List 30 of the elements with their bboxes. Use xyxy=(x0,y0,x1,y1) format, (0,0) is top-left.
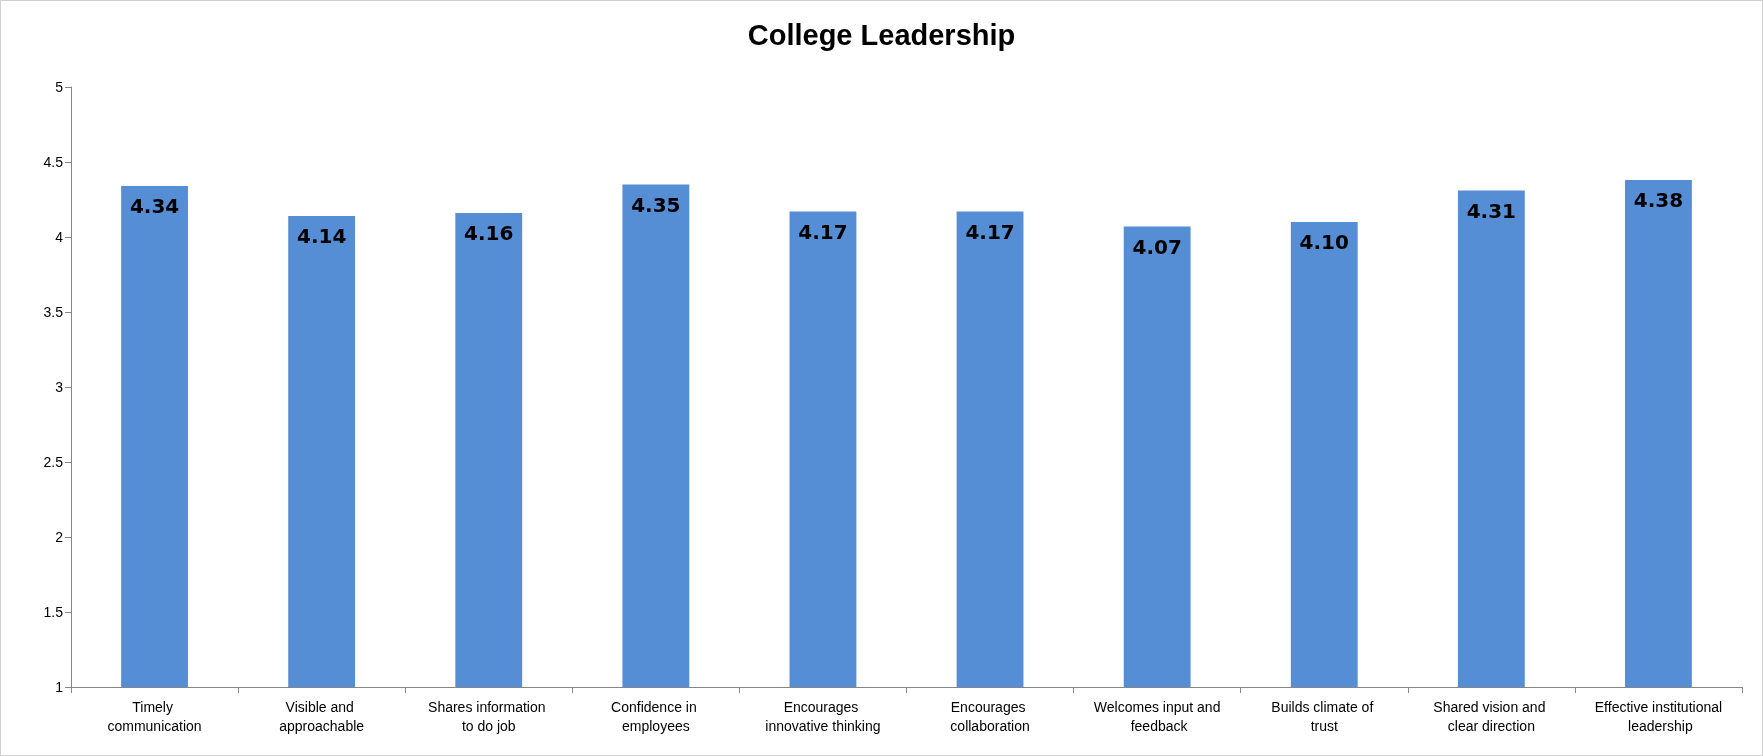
x-tick-label: Encourages innovative thinking xyxy=(765,698,881,734)
data-label: 4.17 xyxy=(798,219,848,244)
y-tick-label: 2.5 xyxy=(43,454,64,470)
y-tick-label: 4 xyxy=(55,229,64,245)
x-tick-label: Shared vision and clear direction xyxy=(1433,698,1550,734)
chart-title: College Leadership xyxy=(747,18,1016,51)
y-tick-label: 3.5 xyxy=(43,304,64,320)
y-tick-label: 3 xyxy=(55,379,64,395)
data-label: 4.17 xyxy=(965,219,1015,244)
x-tick-label: Encourages collaboration xyxy=(950,698,1030,734)
data-label: 4.31 xyxy=(1466,198,1517,223)
x-tick-label: Confidence in employees xyxy=(611,698,701,734)
x-tick-label: Welcomes input and feedback xyxy=(1093,698,1221,734)
data-label: 4.16 xyxy=(464,221,514,245)
data-label: 4.14 xyxy=(296,224,347,248)
x-tick-label: Shares information to do job xyxy=(428,698,550,734)
y-tick-label: 4.5 xyxy=(43,154,64,170)
x-tick-label: Builds climate of trust xyxy=(1271,698,1378,734)
y-tick-label: 5 xyxy=(55,79,64,95)
data-label: 4.35 xyxy=(631,192,681,217)
x-tick-label: Timely communication xyxy=(107,698,202,734)
x-tick-label: Visible and approachable xyxy=(279,698,365,734)
y-tick-label: 1.5 xyxy=(43,604,64,620)
data-label: 4.10 xyxy=(1299,230,1349,254)
data-label: 4.07 xyxy=(1132,234,1182,259)
y-tick-label: 2 xyxy=(55,529,64,545)
data-label: 4.38 xyxy=(1633,188,1684,212)
x-tick-label: Effective institutional leadership xyxy=(1594,698,1723,734)
data-label: 4.34 xyxy=(129,194,180,218)
y-tick-label: 1 xyxy=(55,679,64,695)
